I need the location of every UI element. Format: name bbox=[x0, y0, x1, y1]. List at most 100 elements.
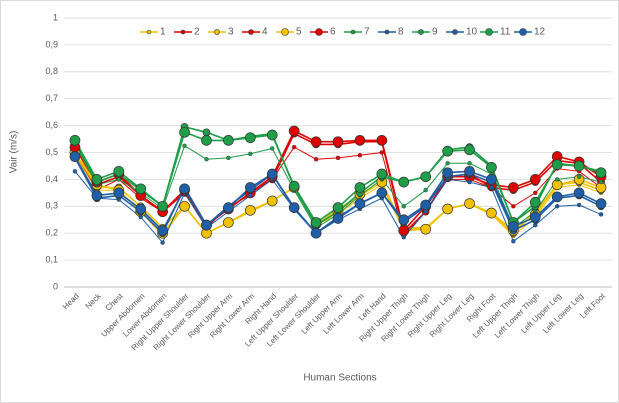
data-point bbox=[288, 202, 300, 213]
data-point bbox=[529, 196, 541, 208]
data-point bbox=[204, 157, 209, 162]
data-point bbox=[598, 212, 604, 217]
data-point bbox=[376, 168, 388, 180]
data-point bbox=[91, 190, 103, 201]
data-point bbox=[442, 145, 453, 157]
y-tick-label: 0,2 bbox=[45, 228, 58, 238]
legend-label: 9 bbox=[432, 27, 438, 38]
legend-label: 6 bbox=[330, 27, 336, 38]
data-point bbox=[244, 204, 256, 216]
y-tick-label: 0,4 bbox=[45, 174, 58, 184]
data-point bbox=[179, 126, 190, 138]
data-point bbox=[332, 213, 344, 224]
legend-marker bbox=[350, 29, 356, 35]
data-point bbox=[354, 182, 366, 193]
data-point bbox=[533, 190, 538, 196]
data-point bbox=[201, 219, 212, 231]
data-point bbox=[113, 165, 125, 177]
legend-label: 7 bbox=[364, 27, 370, 38]
legend-marker bbox=[248, 29, 254, 35]
data-point bbox=[508, 221, 519, 232]
legend-label: 12 bbox=[534, 27, 546, 38]
legend-marker bbox=[485, 28, 493, 36]
data-point bbox=[398, 176, 410, 188]
data-point bbox=[595, 167, 607, 179]
legend-label: 1 bbox=[160, 27, 166, 38]
y-tick-label: 0 bbox=[53, 281, 58, 291]
data-point bbox=[332, 202, 344, 213]
data-point bbox=[398, 214, 410, 226]
data-point bbox=[270, 146, 275, 151]
data-point bbox=[223, 202, 234, 213]
data-point bbox=[179, 200, 190, 212]
data-point bbox=[467, 179, 472, 185]
y-tick-label: 0,8 bbox=[45, 66, 58, 76]
data-point bbox=[401, 235, 406, 240]
data-point bbox=[310, 136, 322, 148]
y-tick-label: 0,1 bbox=[45, 254, 58, 264]
data-point bbox=[420, 199, 432, 211]
data-point bbox=[135, 183, 147, 195]
data-point bbox=[467, 161, 472, 166]
data-point bbox=[357, 152, 363, 158]
data-point bbox=[310, 227, 322, 239]
y-tick-label: 1 bbox=[53, 12, 58, 22]
data-point bbox=[138, 214, 143, 220]
legend-marker bbox=[214, 29, 220, 35]
data-point bbox=[445, 161, 450, 166]
data-point bbox=[423, 187, 428, 193]
data-point bbox=[354, 135, 366, 146]
data-point bbox=[335, 155, 341, 161]
data-point bbox=[486, 207, 497, 219]
y-tick-label: 0,6 bbox=[45, 120, 58, 130]
data-point bbox=[420, 223, 432, 235]
x-axis-label: Human Sections bbox=[303, 373, 376, 384]
legend-label: 10 bbox=[466, 27, 478, 38]
data-point bbox=[464, 165, 475, 177]
data-point bbox=[442, 167, 453, 179]
legend-label: 8 bbox=[398, 27, 404, 38]
data-point bbox=[116, 177, 122, 182]
data-point bbox=[573, 160, 585, 172]
data-point bbox=[576, 202, 582, 208]
legend-label: 11 bbox=[500, 27, 511, 38]
data-point bbox=[489, 185, 494, 190]
data-point bbox=[576, 174, 582, 179]
data-point bbox=[598, 179, 604, 185]
legend-marker bbox=[180, 29, 186, 35]
y-tick-label: 0,9 bbox=[45, 39, 58, 49]
data-point bbox=[555, 204, 560, 209]
data-point bbox=[529, 211, 541, 223]
data-point bbox=[266, 168, 278, 180]
data-point bbox=[266, 129, 278, 141]
data-point bbox=[442, 203, 453, 215]
data-point bbox=[288, 180, 300, 192]
data-point bbox=[573, 187, 585, 199]
data-point bbox=[179, 183, 190, 195]
data-point bbox=[486, 161, 497, 173]
legend-marker bbox=[281, 28, 289, 36]
data-point bbox=[401, 204, 406, 209]
data-point bbox=[291, 144, 297, 150]
data-point bbox=[69, 151, 81, 162]
data-point bbox=[529, 174, 541, 185]
data-point bbox=[376, 135, 388, 146]
data-point bbox=[248, 151, 253, 157]
data-point bbox=[595, 198, 607, 209]
data-point bbox=[202, 128, 211, 137]
data-point bbox=[223, 135, 234, 146]
data-point bbox=[244, 132, 256, 144]
data-point bbox=[551, 159, 563, 170]
data-point bbox=[354, 198, 366, 209]
y-tick-label: 0,3 bbox=[45, 201, 58, 211]
data-point bbox=[72, 169, 78, 174]
data-point bbox=[182, 143, 187, 148]
data-point bbox=[157, 225, 168, 236]
legend-label: 3 bbox=[228, 27, 234, 38]
data-point bbox=[226, 155, 231, 161]
data-point bbox=[160, 240, 165, 245]
data-point bbox=[420, 171, 432, 183]
data-point bbox=[464, 198, 475, 209]
data-point bbox=[135, 203, 147, 215]
